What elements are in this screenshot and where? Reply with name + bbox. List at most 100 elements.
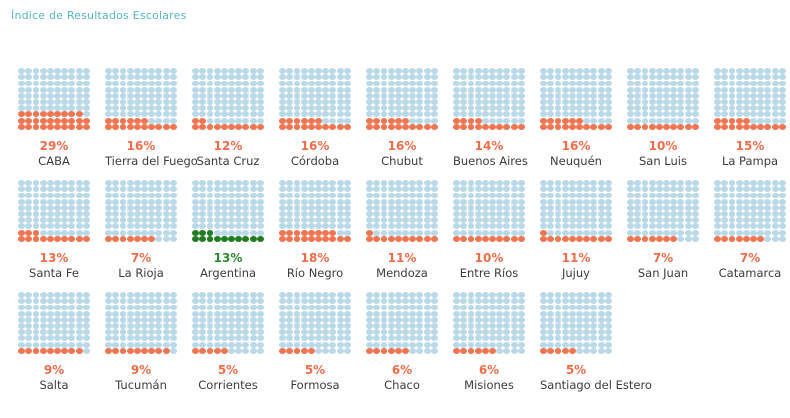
waffle-dot	[82, 292, 90, 299]
waffle-dot	[322, 186, 330, 193]
waffle-dot	[343, 204, 351, 211]
waffle-dot	[39, 123, 47, 130]
waffle-dot	[315, 310, 322, 317]
waffle-dot	[714, 223, 722, 230]
waffle-dot	[503, 74, 511, 81]
waffle-dot	[54, 323, 61, 329]
waffle-dot	[75, 335, 83, 342]
waffle-dot	[286, 335, 294, 342]
waffle-dot	[293, 204, 301, 211]
waffle-dot	[663, 229, 670, 236]
waffle-dot	[199, 298, 207, 305]
waffle-cell: 7% San Juan	[627, 180, 699, 280]
waffle-dot	[568, 86, 576, 93]
waffle-dot	[54, 180, 61, 187]
waffle-dot	[590, 111, 598, 118]
waffle-dot	[604, 105, 612, 112]
waffle-dot	[554, 217, 562, 224]
waffle-dot	[366, 298, 374, 305]
waffle-dot	[510, 329, 518, 336]
waffle-dot	[517, 298, 525, 305]
waffle-dot	[169, 223, 177, 230]
waffle-dot	[105, 198, 113, 205]
waffle-dot	[561, 235, 569, 242]
waffle-dot	[322, 304, 330, 311]
waffle-dot	[256, 198, 264, 205]
waffle-dot	[112, 223, 120, 230]
waffle-dot	[430, 323, 438, 329]
waffle-dot	[228, 217, 235, 224]
waffle-dot	[402, 198, 409, 205]
percentage-label: 16%	[300, 139, 330, 153]
waffle-dot	[496, 316, 504, 323]
waffle-dot	[373, 310, 381, 317]
waffle-dot	[119, 292, 127, 299]
waffle-dot	[279, 292, 287, 299]
waffle-dot	[728, 217, 736, 224]
waffle-dot	[315, 186, 322, 193]
waffle-dot	[249, 192, 257, 199]
waffle-dot	[199, 123, 207, 130]
waffle-dot	[510, 310, 518, 317]
waffle-dot	[32, 316, 40, 323]
waffle-dot	[329, 86, 337, 93]
waffle-dot	[568, 316, 576, 323]
waffle-dot	[343, 316, 351, 323]
waffle-dot	[46, 80, 54, 87]
waffle-dot	[460, 298, 468, 305]
waffle-chart	[18, 292, 90, 354]
waffle-dot	[750, 80, 757, 87]
waffle-dot	[112, 304, 120, 311]
waffle-dot	[634, 198, 642, 205]
waffle-dot	[307, 323, 315, 329]
waffle-dot	[46, 92, 54, 99]
waffle-dot	[373, 92, 381, 99]
waffle-dot	[126, 292, 134, 299]
waffle-dot	[423, 310, 431, 317]
waffle-dot	[307, 74, 315, 81]
waffle-dot	[474, 68, 482, 75]
waffle-dot	[61, 304, 69, 311]
waffle-dot	[627, 123, 635, 130]
waffle-dot	[75, 68, 83, 75]
waffle-dot	[148, 204, 156, 211]
waffle-dot	[590, 229, 598, 236]
waffle-dot	[112, 80, 120, 87]
waffle-dot	[322, 117, 330, 124]
waffle-dot	[220, 335, 228, 342]
waffle-dot	[105, 341, 113, 348]
waffle-dot	[735, 223, 743, 230]
waffle-dot	[394, 335, 402, 342]
waffle-dot	[133, 292, 141, 299]
waffle-dot	[641, 229, 649, 236]
waffle-dot	[279, 347, 287, 354]
waffle-dot	[329, 323, 337, 329]
waffle-dot	[394, 180, 402, 187]
waffle-dot	[68, 123, 76, 130]
waffle-dot	[279, 323, 287, 329]
waffle-dot	[192, 217, 200, 224]
waffle-dot	[300, 347, 308, 354]
waffle-dot	[336, 347, 344, 354]
waffle-dot	[402, 341, 409, 348]
waffle-dot	[460, 347, 468, 354]
waffle-dot	[576, 347, 583, 354]
waffle-dot	[728, 111, 736, 118]
waffle-dot	[32, 217, 40, 224]
waffle-dot	[322, 99, 330, 105]
waffle-dot	[771, 68, 779, 75]
waffle-dot	[402, 304, 409, 311]
waffle-dot	[517, 117, 525, 124]
waffle-dot	[199, 180, 207, 187]
waffle-dot	[677, 235, 685, 242]
percentage-label: 12%	[213, 139, 243, 153]
waffle-dot	[510, 123, 518, 130]
waffle-dot	[576, 74, 583, 81]
waffle-dot	[75, 341, 83, 348]
waffle-dot	[141, 341, 148, 348]
waffle-dot	[54, 123, 61, 130]
waffle-dot	[300, 80, 308, 87]
waffle-dot	[126, 341, 134, 348]
waffle-dot	[423, 235, 431, 242]
waffle-dot	[228, 323, 235, 329]
